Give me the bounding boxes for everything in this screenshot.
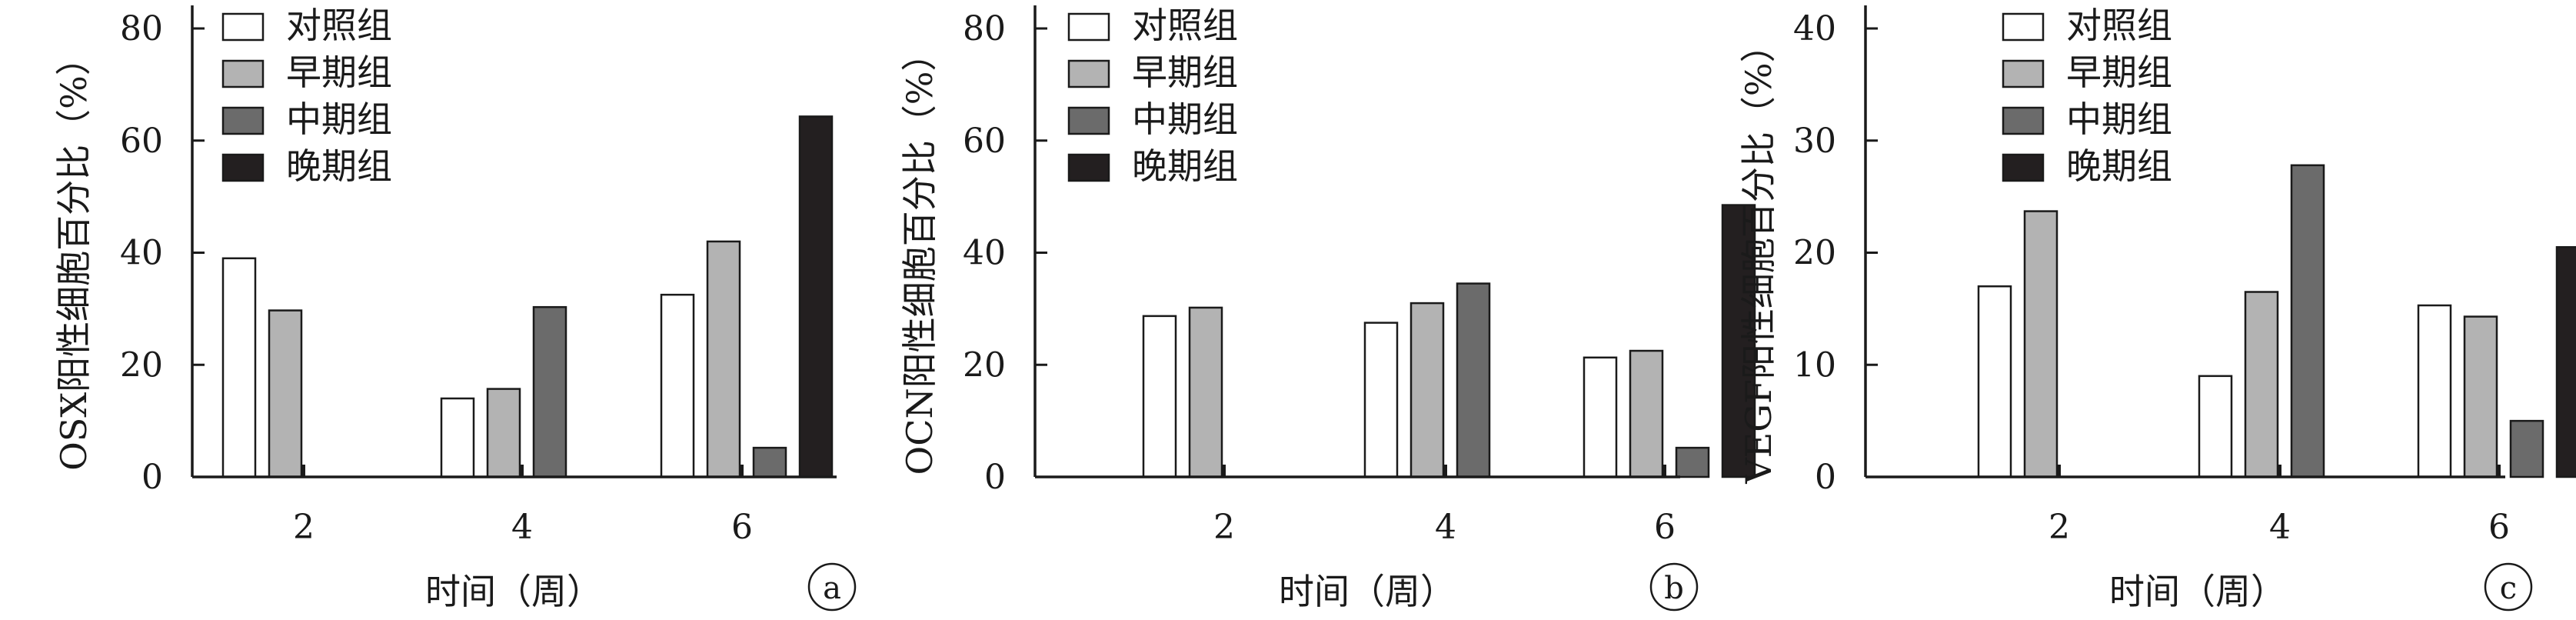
panel-c-bar-中期组-4 [2290,164,2325,478]
panel-c-bar-早期组-2 [2023,210,2058,478]
panel-b-bar-早期组-6 [1629,349,1664,478]
panel-a-y-tick-label: 60 [120,122,163,161]
panel-a-legend-swatch [221,153,265,182]
panel-c-legend-label: 早期组 [2066,52,2172,93]
panel-a-label: a [823,571,841,606]
panel-c-legend-label: 晚期组 [2066,145,2172,187]
panel-b-legend-swatch [1067,59,1110,88]
panel-b-bar-早期组-2 [1188,306,1223,478]
panel-c-bar-对照组-6 [2417,304,2452,478]
panel-b-y-tick-label: 60 [963,122,1006,161]
panel-a-bar-中期组-4 [532,305,567,478]
panel-a-y-tick-label: 40 [120,234,163,273]
panel-a-bar-中期组-6 [752,446,787,478]
panel-a-x-tick-label: 4 [511,508,533,547]
panel-b-legend-swatch [1067,106,1110,135]
panel-a-legend-label: 早期组 [286,52,392,93]
panel-a-bar-对照组-2 [221,257,257,478]
panel-a-legend-label: 晚期组 [286,145,392,187]
panel-b-x-tick-label: 2 [1213,508,1235,547]
panel-c-label: c [2500,571,2517,606]
panel-a-x-tick-label: 2 [293,508,315,547]
panel-c-legend-swatch [2002,106,2045,135]
panel-c-x-tick-label: 2 [2048,508,2070,547]
panel-b-y-tick-label: 80 [963,9,1006,48]
panel-c-x-tick-label: 4 [2269,508,2291,547]
panel-b-legend-swatch [1067,12,1110,42]
panel-c-legend-label: 对照组 [2066,5,2172,46]
panel-c-bar-中期组-6 [2509,419,2544,478]
panel-b-bar-对照组-2 [1142,315,1177,478]
panel-b-x-tick-label: 6 [1654,508,1676,547]
panel-c-y-tick-label: 40 [1793,9,1836,48]
panel-a-y-tick-label: 20 [120,345,163,385]
panel-a-y-tick-label: 0 [141,458,163,497]
panel-c-label-circle [2484,562,2533,612]
panel-b-bar-早期组-4 [1409,302,1445,478]
panel-a-legend-swatch [221,12,265,42]
panel-a-label-circle [807,562,857,612]
panel-c-y-tick-label: 30 [1793,122,1836,161]
panel-c-ylabel: VEGF阳性细胞百分比（%） [1738,27,1779,484]
panel-a-legend-swatch [221,59,265,88]
panel-a-x-tick-label: 6 [731,508,753,547]
panel-b-legend-label: 晚期组 [1132,145,1238,187]
panel-b-y-tick-label: 0 [984,458,1006,497]
panel-b-x-tick-label: 4 [1435,508,1456,547]
panel-c-bar-对照组-2 [1977,285,2012,478]
panel-c-legend-swatch [2002,12,2045,42]
panel-c-bar-早期组-6 [2463,315,2498,478]
panel-b-bar-对照组-6 [1583,356,1618,478]
panel-c-xlabel: 时间（周） [2109,571,2286,612]
panel-c-legend-label: 中期组 [2066,98,2172,140]
panel-b-legend-label: 早期组 [1132,52,1238,93]
panel-c-y-tick-label: 10 [1793,345,1836,385]
panel-c-bar-对照组-4 [2198,375,2233,478]
panel-c-y-tick-label: 0 [1815,458,1836,497]
panel-a-y-tick-label: 80 [120,9,163,48]
panel-c-bar-早期组-4 [2244,291,2279,478]
panel-b-xlabel: 时间（周） [1279,571,1456,612]
panel-a-bar-早期组-6 [706,240,741,478]
panel-b-legend-label: 中期组 [1132,98,1238,140]
panel-c-legend-swatch [2002,59,2045,88]
panel-c-bar-晚期组-6 [2555,245,2576,478]
panel-c-legend-swatch [2002,153,2045,182]
panel-a-legend-swatch [221,106,265,135]
panel-b-bar-中期组-6 [1675,446,1710,478]
panel-a-xlabel: 时间（周） [425,571,602,612]
panel-a-legend-label: 对照组 [286,5,392,46]
panel-b-legend-swatch [1067,153,1110,182]
panel-a-bar-对照组-6 [660,293,695,478]
panel-b-bar-对照组-4 [1363,322,1399,478]
panel-b-y-tick-label: 20 [963,345,1006,385]
panel-b-label-circle [1649,562,1699,612]
panel-a-ylabel: OSX阳性细胞百分比（%） [53,40,95,471]
panel-a-bar-早期组-2 [268,309,303,478]
panel-a-bar-早期组-4 [486,388,521,478]
panel-b-bar-晚期组-6 [1721,204,1756,478]
panel-b-legend-label: 对照组 [1132,5,1238,46]
panel-a-bar-晚期组-6 [798,115,834,478]
panel-a-legend-label: 中期组 [286,98,392,140]
panel-b-bar-中期组-4 [1456,282,1491,478]
panel-c-x-tick-label: 6 [2488,508,2510,547]
panel-a-bar-对照组-4 [440,397,475,478]
panel-b-label: b [1664,571,1684,606]
panel-b-ylabel: OCN阳性细胞百分比（%） [899,36,940,475]
panel-b-y-tick-label: 40 [963,234,1006,273]
panel-c-y-tick-label: 20 [1793,234,1836,273]
